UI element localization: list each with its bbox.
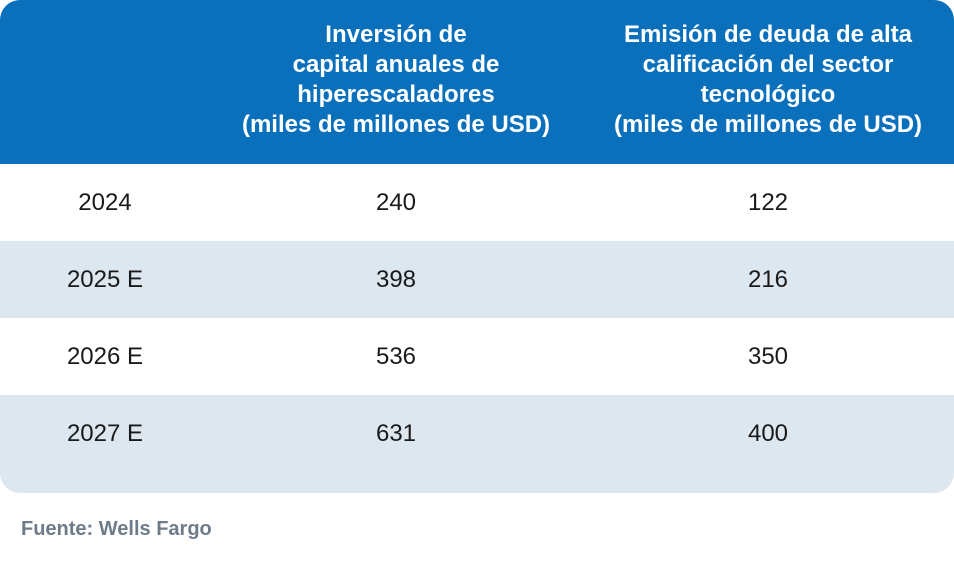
header-debt-line: calificación del sector [642,51,894,78]
header-capex-line: hiperescaladores [297,81,495,108]
header-debt: Emisión de deuda de alta calificación de… [582,0,954,164]
header-debt-line: (miles de millones de USD) [613,111,923,138]
source-note: Fuente: Wells Fargo [21,518,212,540]
table-body: 2024 240 122 2025 E 398 216 2026 E 536 3… [0,164,954,493]
header-capex-line: (miles de millones de USD) [241,111,551,138]
cell-debt: 400 [747,420,789,447]
cell-debt: 122 [747,188,789,216]
table-row: 2024 240 122 [0,164,954,241]
table-header: Inversión de capital anuales de hiperesc… [0,0,954,164]
data-table: Inversión de capital anuales de hiperesc… [0,0,954,493]
cell-year: 2026 E [66,342,144,370]
header-debt-line: tecnológico [700,81,836,108]
header-capex: Inversión de capital anuales de hiperesc… [210,0,582,164]
cell-year: 2024 [78,188,132,216]
header-capex-line: Inversión de [325,21,467,48]
cell-capex: 398 [375,265,417,293]
header-capex-label: Inversión de capital anuales de hiperesc… [242,20,550,140]
cell-capex: 536 [375,342,417,370]
table-row: 2025 E 398 216 [0,241,954,318]
cell-debt: 216 [747,265,789,293]
cell-capex: 631 [375,420,417,447]
header-debt-label: Emisión de deuda de alta calificación de… [614,20,922,140]
cell-year: 2025 E [66,265,144,293]
cell-year: 2027 E [66,420,144,447]
cell-debt: 350 [747,342,789,370]
table-row: 2027 E 631 400 [0,395,954,493]
header-debt-line: Emisión de deuda de alta [623,21,913,48]
header-year [0,0,210,164]
table-row: 2026 E 536 350 [0,318,954,395]
cell-capex: 240 [375,188,417,216]
header-capex-line: capital anuales de [292,51,500,78]
